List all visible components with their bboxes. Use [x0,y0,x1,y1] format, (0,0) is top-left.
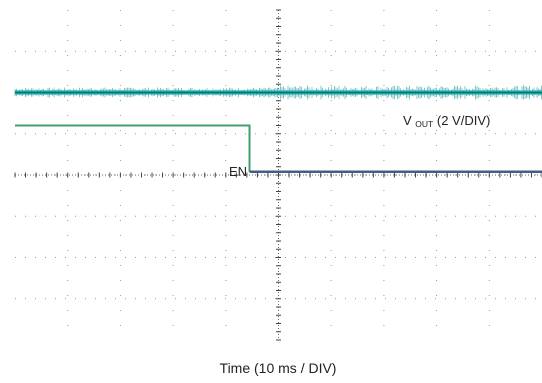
en-trace-high [15,124,251,172]
x-axis-title: Time (10 ms / DIV) [220,360,337,376]
vout-label-sub: OUT [415,119,433,129]
vout-label-rest: (2 V/DIV) [437,113,490,128]
plot-traces [14,85,542,173]
vout-label-main: V [403,113,412,128]
en-series-label: EN [229,164,247,179]
vout-series-label: V OUT (2 V/DIV) [403,113,490,130]
plot-grid [14,9,542,341]
